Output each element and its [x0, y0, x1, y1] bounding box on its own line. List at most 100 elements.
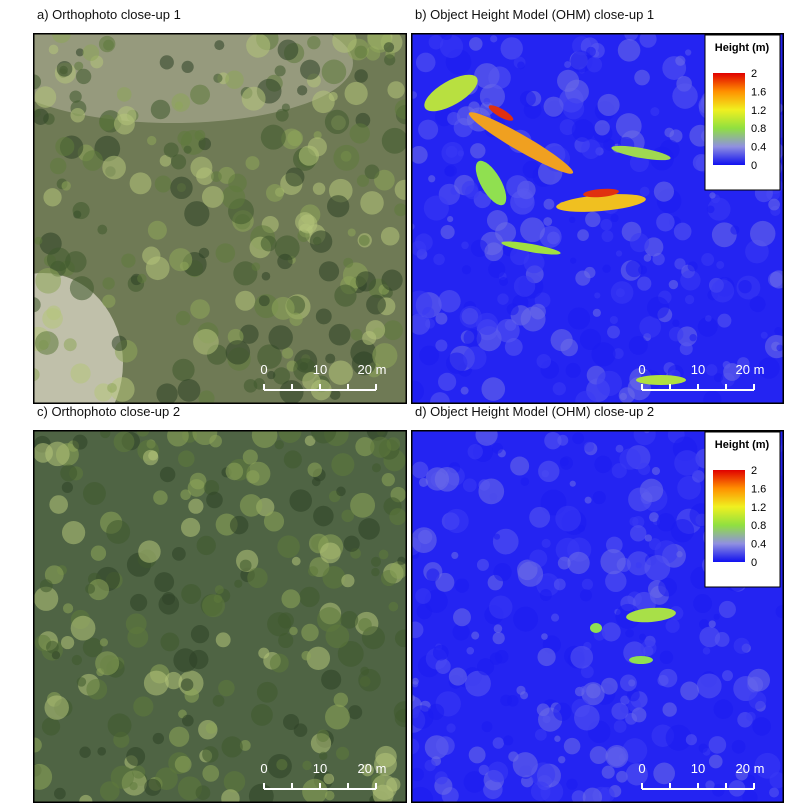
texture — [776, 344, 784, 352]
texture — [203, 479, 220, 496]
texture — [575, 390, 596, 404]
texture — [106, 519, 131, 544]
texture — [312, 182, 326, 195]
texture — [566, 778, 578, 790]
texture — [318, 261, 340, 282]
texture — [322, 566, 346, 589]
texture — [34, 86, 57, 108]
texture — [582, 787, 603, 803]
texture — [594, 292, 601, 299]
scale-label: 0 — [260, 362, 267, 377]
legend-tick: 0 — [751, 160, 757, 172]
texture — [156, 383, 178, 404]
texture — [190, 625, 210, 644]
texture — [86, 678, 108, 700]
texture — [82, 150, 103, 171]
texture — [113, 431, 135, 453]
texture — [87, 579, 110, 601]
texture — [355, 437, 375, 457]
texture — [109, 377, 135, 402]
texture — [708, 754, 723, 769]
texture — [411, 527, 437, 553]
texture — [537, 647, 556, 667]
texture — [107, 713, 132, 738]
texture — [55, 137, 75, 157]
texture — [615, 288, 625, 298]
texture — [478, 479, 490, 491]
texture — [722, 670, 733, 682]
texture — [541, 538, 551, 548]
texture — [589, 746, 608, 765]
texture — [144, 778, 162, 796]
texture — [225, 340, 251, 365]
texture — [138, 540, 161, 563]
texture — [579, 589, 593, 602]
texture — [218, 679, 235, 697]
texture — [696, 673, 722, 699]
texture — [312, 90, 335, 114]
texture — [263, 511, 285, 532]
texture — [275, 108, 289, 122]
texture — [211, 171, 222, 183]
texture — [675, 55, 686, 66]
texture — [33, 586, 59, 611]
texture — [613, 720, 627, 733]
texture — [510, 246, 530, 266]
legend-title: Height (m) — [715, 439, 770, 451]
texture — [33, 297, 41, 313]
texture — [289, 312, 303, 326]
texture — [731, 739, 746, 754]
texture — [251, 430, 278, 448]
texture — [85, 583, 96, 594]
texture — [609, 315, 618, 325]
texture — [650, 107, 660, 117]
texture — [439, 34, 464, 59]
texture — [190, 156, 213, 179]
texture — [447, 111, 461, 126]
texture — [247, 567, 268, 589]
texture — [517, 61, 525, 70]
texture — [705, 315, 712, 322]
texture — [705, 780, 715, 790]
texture — [534, 728, 547, 741]
texture — [158, 593, 180, 615]
texture — [190, 299, 210, 319]
texture — [586, 56, 603, 73]
texture — [416, 603, 433, 620]
texture — [601, 230, 614, 243]
texture — [44, 695, 69, 720]
texture — [213, 73, 223, 83]
texture — [581, 682, 605, 706]
texture — [97, 747, 107, 756]
texture — [371, 567, 380, 577]
legend-tick: 1.2 — [751, 502, 766, 514]
texture — [493, 533, 501, 540]
texture — [256, 681, 278, 703]
texture — [99, 638, 109, 647]
texture — [327, 195, 350, 218]
texture — [319, 751, 328, 761]
texture — [49, 157, 67, 175]
texture — [554, 735, 561, 742]
texture — [596, 370, 623, 397]
texture — [637, 462, 651, 476]
texture — [592, 308, 601, 317]
texture — [747, 668, 771, 692]
texture — [735, 768, 749, 781]
texture — [707, 197, 731, 221]
texture — [190, 84, 211, 105]
texture — [350, 492, 376, 518]
texture — [358, 668, 381, 692]
texture — [154, 572, 175, 592]
texture — [585, 211, 601, 228]
texture — [713, 613, 720, 620]
scale-label: 10 — [313, 362, 327, 377]
texture — [198, 137, 212, 151]
texture — [446, 723, 456, 733]
texture — [153, 490, 168, 505]
texture — [463, 346, 487, 370]
texture — [520, 217, 545, 243]
texture — [372, 784, 394, 803]
texture — [703, 390, 722, 404]
texture — [389, 508, 407, 526]
